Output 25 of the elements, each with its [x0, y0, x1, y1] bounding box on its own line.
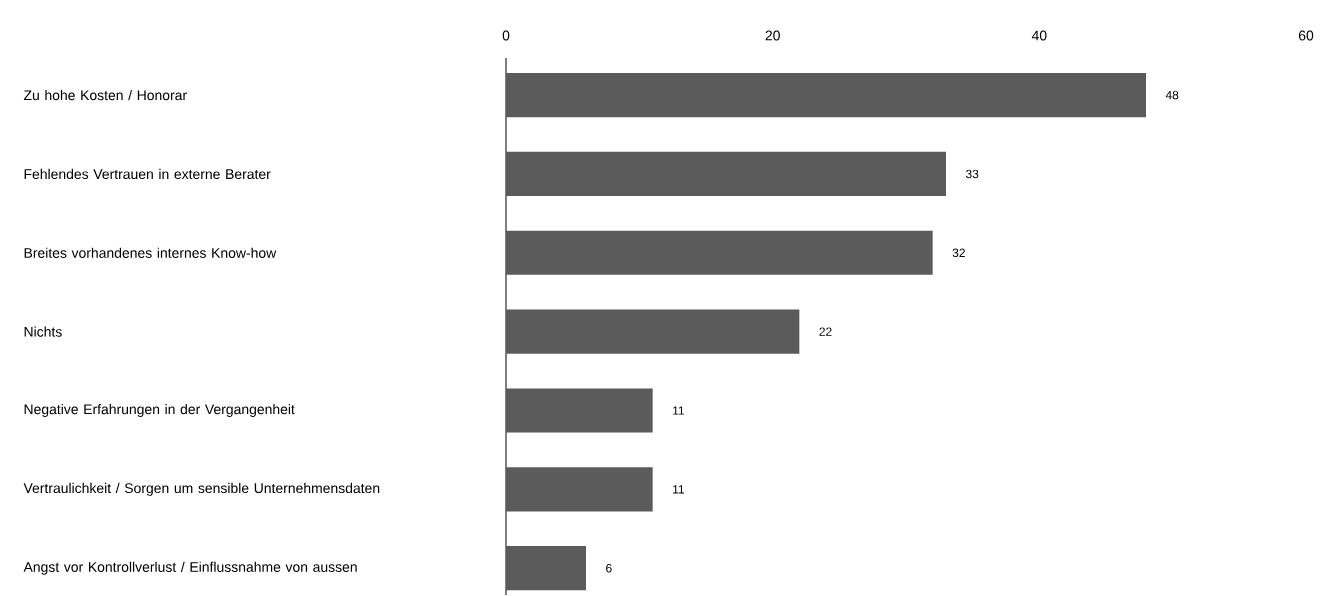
data-label: 48 [1165, 91, 1179, 100]
data-label: 11 [673, 485, 685, 494]
y-tick-label: Vertraulichkeit / Sorgen um sensible Unternehmensdaten [23, 483, 380, 497]
data-label: 33 [965, 169, 979, 179]
data-label: 32 [952, 248, 965, 258]
x-tick-label: 60 [1298, 30, 1314, 41]
y-tick-label: Nichts [24, 326, 62, 338]
x-tick-label: 20 [765, 30, 780, 41]
bar [506, 546, 586, 591]
y-tick-label: Fehlendes Vertrauen in externe Berater [24, 169, 271, 180]
y-tick-label: Breites vorhandenes internes Know-how [24, 247, 277, 259]
y-tick-label: Negative Erfahrungen in der Vergangenheit [24, 404, 295, 418]
bar [506, 230, 933, 276]
y-tick-label: Zu hohe Kosten / Honorar [23, 90, 187, 101]
data-label: 22 [819, 327, 832, 337]
x-tick-label: 0 [502, 30, 510, 41]
bar [506, 152, 947, 197]
x-tick-label: 40 [1031, 30, 1047, 41]
data-label: 11 [673, 406, 685, 415]
y-tick-label: Angst vor Kontrollverlust / Einflussnahme von aussen [23, 561, 357, 575]
bar [506, 388, 653, 433]
data-label: 6 [606, 564, 612, 573]
bar [506, 73, 1147, 118]
bar [506, 467, 653, 512]
bar [506, 309, 800, 354]
